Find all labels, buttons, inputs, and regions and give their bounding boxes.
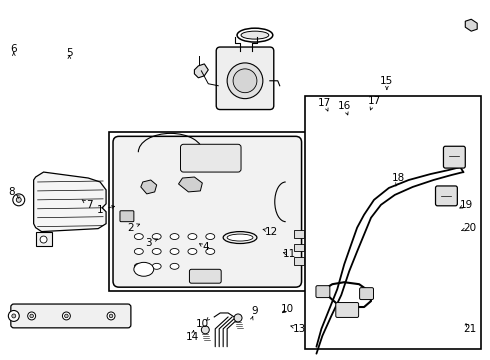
FancyBboxPatch shape	[316, 286, 330, 298]
Circle shape	[16, 197, 21, 202]
Polygon shape	[34, 172, 106, 231]
Text: 21: 21	[464, 324, 477, 334]
FancyBboxPatch shape	[436, 186, 457, 206]
Ellipse shape	[134, 262, 154, 276]
Text: 17: 17	[368, 96, 381, 105]
Text: 3: 3	[146, 238, 152, 248]
Text: 5: 5	[66, 48, 73, 58]
FancyBboxPatch shape	[120, 211, 134, 222]
Bar	[305, 96, 481, 349]
FancyBboxPatch shape	[336, 302, 359, 318]
Text: 2: 2	[127, 222, 134, 233]
Polygon shape	[36, 231, 51, 247]
Bar	[109, 132, 306, 291]
Ellipse shape	[152, 234, 161, 239]
Ellipse shape	[188, 248, 197, 255]
Text: 10: 10	[281, 304, 294, 314]
Circle shape	[109, 314, 113, 318]
Circle shape	[13, 194, 24, 206]
Ellipse shape	[206, 234, 215, 239]
Text: 16: 16	[338, 100, 351, 111]
Ellipse shape	[134, 264, 143, 269]
Text: 7: 7	[86, 200, 93, 210]
Circle shape	[227, 63, 263, 99]
Polygon shape	[466, 19, 477, 31]
Ellipse shape	[134, 248, 143, 255]
Bar	[294, 230, 303, 238]
Circle shape	[62, 312, 71, 320]
Circle shape	[28, 312, 36, 320]
FancyBboxPatch shape	[180, 144, 241, 172]
FancyBboxPatch shape	[360, 288, 373, 300]
Text: 20: 20	[464, 222, 477, 233]
Text: 17: 17	[318, 98, 331, 108]
Circle shape	[107, 312, 115, 320]
Polygon shape	[178, 177, 202, 192]
Circle shape	[233, 69, 257, 93]
FancyBboxPatch shape	[216, 47, 274, 109]
Polygon shape	[195, 64, 208, 78]
Text: 19: 19	[460, 200, 473, 210]
Text: 12: 12	[265, 226, 278, 237]
Text: 15: 15	[380, 76, 393, 86]
Text: 13: 13	[293, 324, 306, 334]
Ellipse shape	[170, 234, 179, 239]
Circle shape	[65, 314, 68, 318]
FancyBboxPatch shape	[11, 304, 131, 328]
Ellipse shape	[227, 234, 253, 241]
Ellipse shape	[206, 248, 215, 255]
Text: 14: 14	[186, 332, 199, 342]
Ellipse shape	[241, 31, 269, 39]
Ellipse shape	[152, 264, 161, 269]
FancyBboxPatch shape	[443, 146, 465, 168]
FancyBboxPatch shape	[113, 136, 301, 287]
Ellipse shape	[134, 234, 143, 239]
Circle shape	[30, 314, 33, 318]
Text: 4: 4	[202, 243, 209, 252]
Ellipse shape	[170, 264, 179, 269]
Text: 1: 1	[97, 205, 103, 215]
Circle shape	[201, 326, 209, 334]
FancyBboxPatch shape	[190, 269, 221, 283]
Ellipse shape	[170, 248, 179, 255]
Ellipse shape	[152, 248, 161, 255]
Text: 8: 8	[8, 187, 15, 197]
Polygon shape	[141, 180, 157, 194]
Text: 6: 6	[10, 44, 17, 54]
Bar	[294, 257, 303, 265]
Circle shape	[40, 236, 47, 243]
Circle shape	[8, 310, 19, 321]
Bar	[294, 243, 303, 251]
Circle shape	[234, 314, 242, 322]
Circle shape	[12, 314, 16, 318]
Text: 9: 9	[251, 306, 258, 316]
Ellipse shape	[188, 234, 197, 239]
Text: 11: 11	[283, 249, 296, 260]
Text: 18: 18	[392, 173, 405, 183]
Text: 10: 10	[196, 319, 209, 329]
